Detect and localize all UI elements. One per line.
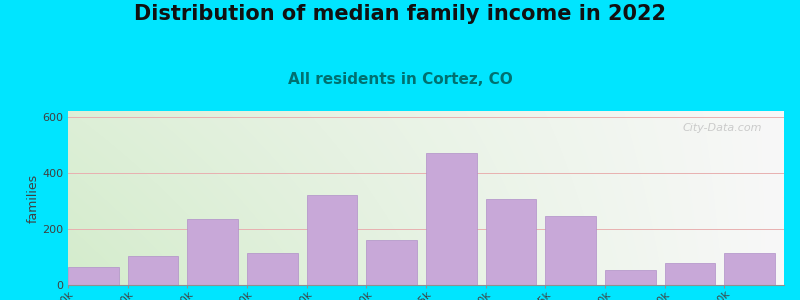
Text: Distribution of median family income in 2022: Distribution of median family income in … xyxy=(134,4,666,25)
Y-axis label: families: families xyxy=(26,173,39,223)
Bar xyxy=(128,256,178,285)
Bar xyxy=(68,267,118,285)
Text: All residents in Cortez, CO: All residents in Cortez, CO xyxy=(288,72,512,87)
Bar xyxy=(486,200,536,285)
Bar xyxy=(247,253,298,285)
Bar xyxy=(665,262,715,285)
Bar xyxy=(546,216,596,285)
Bar xyxy=(426,153,477,285)
Bar xyxy=(724,253,775,285)
Bar xyxy=(366,240,417,285)
Bar xyxy=(306,195,358,285)
Bar xyxy=(187,219,238,285)
Bar xyxy=(605,270,656,285)
Text: City-Data.com: City-Data.com xyxy=(683,123,762,133)
